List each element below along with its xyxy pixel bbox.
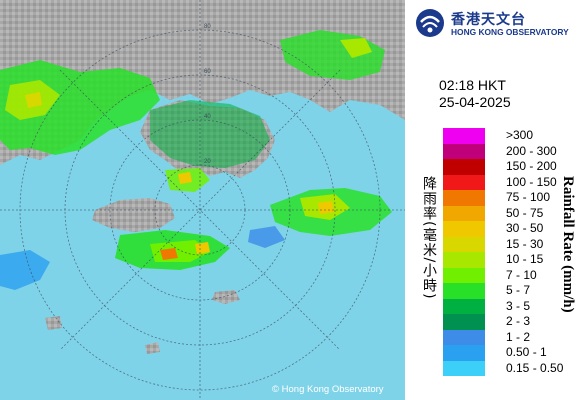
- ring-label: 60: [204, 69, 211, 75]
- legend-label: 150 - 200: [506, 159, 557, 173]
- legend-swatch: [443, 329, 485, 345]
- legend-label: 200 - 300: [506, 143, 557, 158]
- legend-swatch: [443, 190, 485, 206]
- legend-swatch: [443, 205, 485, 221]
- legend-title-zh: 降雨率(毫米/小時): [421, 176, 437, 300]
- timestamp-time: 02:18 HKT: [439, 77, 506, 93]
- info-panel: 香港天文台 HONG KONG OBSERVATORY 02:18 HKT 25…: [405, 0, 577, 400]
- legend-swatch: [443, 159, 485, 175]
- legend-label: 0.15 - 0.50: [506, 360, 564, 375]
- legend-label: 75 - 100: [506, 190, 551, 204]
- island: [45, 316, 62, 330]
- legend-label: 0.50 - 1: [506, 345, 547, 359]
- legend-label: 1 - 2: [506, 329, 531, 344]
- legend-label: 100 - 150: [506, 174, 557, 189]
- legend-label: 50 - 75: [506, 205, 544, 220]
- hko-name-en: HONG KONG OBSERVATORY: [451, 27, 569, 37]
- ring-label: 20: [204, 159, 211, 165]
- legend-label: 7 - 10: [506, 267, 537, 282]
- hko-logo: 香港天文台 HONG KONG OBSERVATORY: [415, 6, 575, 40]
- legend-swatch: [443, 252, 485, 268]
- radar-map: 20 40 60 80 © Hong Kong Observatory: [0, 0, 405, 400]
- legend-swatch: [443, 314, 485, 330]
- legend-label: 5 - 7: [506, 283, 531, 297]
- legend-swatch: [443, 236, 485, 252]
- legend-swatch: [443, 221, 485, 237]
- timestamp-date: 25-04-2025: [439, 94, 511, 110]
- legend-title-en: Rainfall Rate (mm/h): [560, 176, 576, 313]
- radar-map-canvas: 20 40 60 80: [0, 0, 405, 400]
- hko-logo-icon: [416, 9, 444, 37]
- ring-label: 40: [204, 114, 211, 120]
- legend-swatch: [443, 174, 485, 190]
- hko-name-zh: 香港天文台: [451, 12, 526, 28]
- legend-swatch: [443, 128, 485, 144]
- legend-label: >300: [506, 128, 534, 142]
- island: [145, 342, 160, 354]
- map-copyright: © Hong Kong Observatory: [272, 384, 384, 395]
- legend-label: 10 - 15: [506, 252, 544, 266]
- legend-swatch: [443, 143, 485, 159]
- legend-swatch: [443, 298, 485, 314]
- legend-swatch: [443, 360, 485, 376]
- legend-label: 3 - 5: [506, 298, 531, 313]
- legend-label: 30 - 50: [506, 221, 544, 235]
- legend-swatch: [443, 267, 485, 283]
- legend-label: 15 - 30: [506, 236, 544, 251]
- lantau-island: [92, 198, 175, 232]
- rain-echoes: [0, 30, 392, 290]
- range-rings: [0, 0, 405, 400]
- legend-swatch: [443, 345, 485, 361]
- legend-label: 2 - 3: [506, 314, 531, 328]
- legend-swatch: [443, 283, 485, 299]
- range-ring-labels: 20 40 60 80: [204, 24, 211, 165]
- island: [212, 290, 240, 304]
- ring-label: 80: [204, 24, 211, 30]
